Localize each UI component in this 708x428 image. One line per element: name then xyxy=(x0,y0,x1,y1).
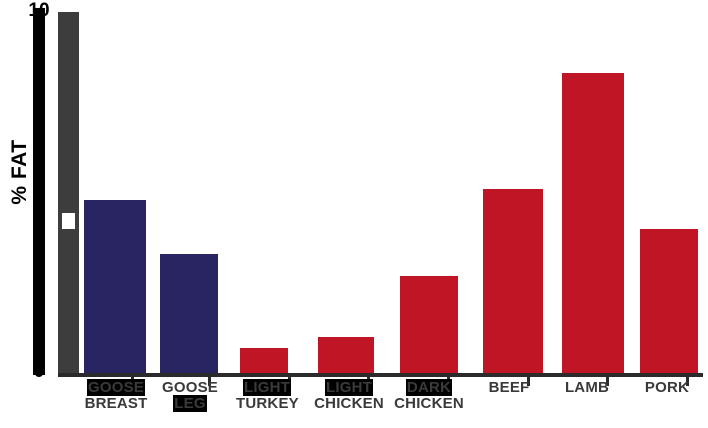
x-axis-label-light-chicken: LIGHT CHICKEN xyxy=(312,379,386,412)
y-axis-spine xyxy=(33,8,45,375)
bar-goose-leg[interactable] xyxy=(160,254,218,373)
x-axis-label-pork: PORK xyxy=(636,380,698,396)
bar-light-chicken[interactable] xyxy=(318,337,374,373)
x-axis-label-dark-chicken: DARK CHICKEN xyxy=(392,379,466,412)
x-axis-label-highlight: GOOSE xyxy=(86,379,145,396)
y-tick-label-6: 6 xyxy=(33,144,45,166)
x-axis-label-line1: LIGHT xyxy=(236,379,298,396)
bar-dark-chicken[interactable] xyxy=(400,276,458,373)
x-axis-label-line1: GOOSE xyxy=(84,379,148,396)
bar-lamb[interactable] xyxy=(562,73,624,373)
x-axis-label-line2: BREAST xyxy=(84,394,148,412)
y-tick-label-2: 2 xyxy=(33,288,45,310)
y-tick-label-8: 8 xyxy=(33,72,45,94)
x-axis-label-line2: CHICKEN xyxy=(394,394,464,412)
x-axis-label-highlight: LEG xyxy=(173,394,207,412)
bar-beef[interactable] xyxy=(483,189,543,373)
x-axis-label-light-turkey: LIGHT TURKEY xyxy=(236,379,299,412)
x-axis-label-line2: CHICKEN xyxy=(314,394,384,412)
x-axis-label-highlight: DARK xyxy=(405,379,453,396)
x-axis-label-goose-breast: GOOSE BREAST xyxy=(84,379,148,412)
y-tick-label-10: 10 xyxy=(28,0,50,21)
x-tick-6 xyxy=(606,373,609,386)
x-axis-label-line1: GOOSE xyxy=(161,379,218,396)
y-tick-label-4: 4 xyxy=(33,216,45,238)
x-axis-label-line2: LEG xyxy=(160,394,220,412)
y-tick-label-0: 0 xyxy=(33,361,45,382)
x-axis-label-highlight: LIGHT xyxy=(243,379,291,396)
bar-goose-breast[interactable] xyxy=(84,200,146,373)
x-axis-label-line1: BEEF xyxy=(488,379,530,396)
x-axis-label-highlight: LIGHT xyxy=(325,379,373,396)
x-tick-1 xyxy=(208,373,211,386)
vertical-scroll-track[interactable] xyxy=(58,12,79,373)
x-axis-label-line1: DARK xyxy=(392,379,466,396)
x-axis-label-line1: PORK xyxy=(644,379,690,396)
bar-light-turkey[interactable] xyxy=(240,348,288,373)
x-axis-label-line2: TURKEY xyxy=(236,394,299,412)
vertical-scroll-thumb[interactable] xyxy=(62,213,75,229)
x-tick-5 xyxy=(527,373,530,386)
x-axis-label-beef: BEEF xyxy=(478,380,540,396)
x-axis-line xyxy=(58,373,703,377)
x-axis-label-line1: LIGHT xyxy=(312,379,386,396)
bar-pork[interactable] xyxy=(640,229,698,373)
x-tick-7 xyxy=(686,373,689,386)
x-axis-label-goose-leg: GOOSE LEG xyxy=(160,380,220,412)
x-axis-label-lamb: LAMB xyxy=(556,380,618,396)
x-axis-label-line1: LAMB xyxy=(564,379,610,396)
